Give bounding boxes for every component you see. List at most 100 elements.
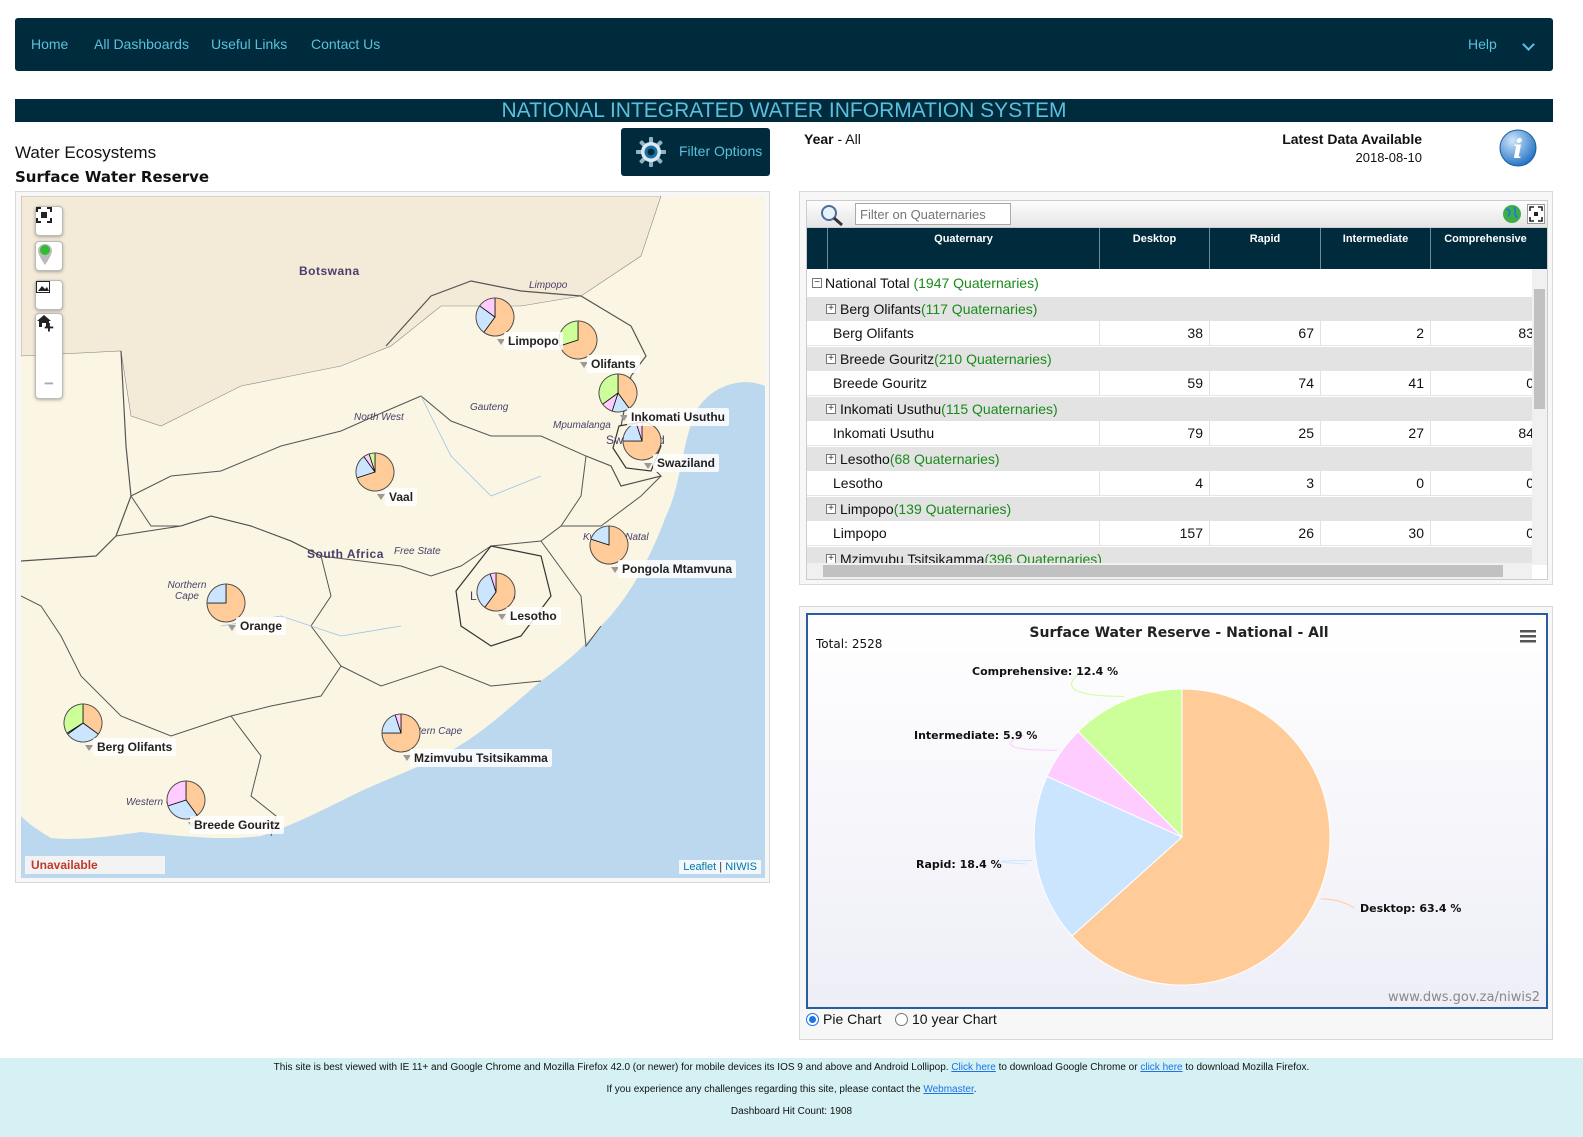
map-marker-label[interactable]: Olifants: [587, 355, 640, 373]
year-value: - All: [837, 131, 861, 147]
map-pie-marker[interactable]: [589, 525, 629, 573]
zoom-in-button[interactable]: +: [44, 318, 54, 337]
map-pie-marker[interactable]: [381, 713, 421, 761]
column-header[interactable]: Intermediate: [1320, 228, 1430, 269]
map-marker-label[interactable]: Inkomati Usuthu: [627, 408, 730, 426]
group-count: (1947 Quaternaries): [913, 275, 1039, 291]
search-icon: [821, 205, 843, 227]
province-label: Northern Cape: [167, 580, 207, 602]
map-pie-outline: [166, 780, 206, 820]
map-locate-control[interactable]: [35, 241, 63, 271]
radio-icon[interactable]: [895, 1012, 908, 1026]
map-marker-label[interactable]: Vaal: [385, 488, 418, 506]
hamburger-menu-icon[interactable]: [1520, 629, 1536, 643]
expand-icon[interactable]: +: [826, 504, 836, 514]
niwis-link[interactable]: NIWIS: [725, 861, 757, 873]
nav-useful-links[interactable]: Useful Links: [211, 36, 288, 52]
expand-icon[interactable]: +: [826, 304, 836, 314]
table-row[interactable]: Lesotho 4 3 0 0: [807, 471, 1534, 496]
group-row[interactable]: + Mzimvubu Tsitsikamma(396 Quaternaries): [807, 546, 1532, 564]
group-label: Inkomati Usuthu(115 Quaternaries): [840, 401, 1058, 417]
pie-chart-option[interactable]: Pie Chart: [806, 1011, 881, 1027]
scrollbar-thumb[interactable]: [823, 565, 1503, 577]
province-label: Eastern Cape: [401, 726, 463, 737]
map-pin-icon[interactable]: [36, 242, 62, 270]
group-row[interactable]: + Lesotho(68 Quaternaries): [807, 446, 1532, 471]
table-row[interactable]: Limpopo 157 26 30 0: [807, 521, 1534, 546]
chrome-download-link[interactable]: Click here: [951, 1062, 996, 1073]
fullscreen-icon[interactable]: [1527, 204, 1545, 224]
group-row[interactable]: + Limpopo(139 Quaternaries): [807, 496, 1532, 521]
firefox-download-link[interactable]: click here: [1140, 1062, 1183, 1073]
image-icon[interactable]: [36, 281, 62, 309]
map-zoom-control: + −: [35, 313, 63, 399]
map-pie-marker[interactable]: [598, 373, 638, 421]
ten-year-chart-option[interactable]: 10 year Chart: [895, 1011, 997, 1027]
map-pie-marker[interactable]: [206, 583, 246, 631]
group-row[interactable]: + Inkomati Usuthu(115 Quaternaries): [807, 396, 1532, 421]
pie-slice-rapid[interactable]: [1033, 775, 1183, 937]
pie-chart: Surface Water Reserve - National - All T…: [806, 613, 1548, 1009]
nav-home[interactable]: Home: [31, 36, 69, 52]
home-icon: [37, 315, 51, 327]
table-row[interactable]: Breede Gouritz 59 74 41 0: [807, 371, 1534, 396]
expand-icon[interactable]: +: [826, 354, 836, 364]
globe-export-icon[interactable]: [1502, 204, 1522, 224]
grid-toolbar: [807, 201, 1547, 228]
map-image-control[interactable]: [35, 280, 63, 310]
webmaster-link[interactable]: Webmaster: [923, 1084, 974, 1095]
map-pie-marker[interactable]: [476, 572, 516, 620]
map-marker-label[interactable]: Pongola Mtamvuna: [618, 560, 737, 578]
expand-icon[interactable]: +: [826, 404, 836, 414]
pie-slice-comprehensive[interactable]: [1077, 688, 1183, 839]
info-icon[interactable]: i: [1498, 128, 1538, 168]
map-marker-label[interactable]: Mzimvubu Tsitsikamma: [410, 749, 552, 767]
map-marker-label[interactable]: Breede Gouritz: [190, 816, 285, 834]
map-pie-marker[interactable]: [166, 780, 206, 828]
group-row[interactable]: + Berg Olifants(117 Quaternaries): [807, 296, 1532, 321]
expand-icon[interactable]: +: [826, 454, 836, 464]
map-fullscreen-control[interactable]: [35, 206, 63, 236]
radio-selected-icon[interactable]: [806, 1012, 819, 1026]
cell-intermediate: 27: [1320, 421, 1430, 446]
filter-options-button[interactable]: Filter Options: [621, 128, 770, 176]
nav-all-dashboards[interactable]: All Dashboards: [94, 36, 189, 52]
column-header[interactable]: Desktop: [1099, 228, 1209, 269]
nav-help[interactable]: Help: [1468, 36, 1497, 52]
map-marker-label[interactable]: Orange: [236, 617, 287, 635]
map-marker-label[interactable]: Berg Olifants: [93, 738, 177, 756]
cell-intermediate: 0: [1320, 471, 1430, 496]
province-label: Western Cape: [126, 797, 190, 808]
group-row[interactable]: + Breede Gouritz(210 Quaternaries): [807, 346, 1532, 371]
map-pie-marker[interactable]: [355, 452, 395, 500]
pie-slice-desktop[interactable]: [1071, 688, 1331, 986]
table-row[interactable]: Berg Olifants 38 67 2 83: [807, 321, 1534, 346]
scrollbar-thumb[interactable]: [1534, 289, 1545, 409]
column-header[interactable]: Comprehensive: [1430, 228, 1540, 269]
table-row[interactable]: Inkomati Usuthu 79 25 27 84: [807, 421, 1534, 446]
zoom-out-button[interactable]: −: [44, 374, 54, 393]
map-pie-marker[interactable]: [63, 703, 103, 751]
collapse-icon[interactable]: −: [812, 278, 822, 288]
map-marker-label[interactable]: Lesotho: [506, 607, 561, 625]
column-header[interactable]: Quaternary: [827, 228, 1099, 269]
chevron-down-icon[interactable]: [1522, 38, 1535, 51]
leaflet-link[interactable]: Leaflet: [683, 861, 717, 873]
map-marker-label[interactable]: Swaziland: [653, 454, 720, 472]
map-pie-marker[interactable]: [475, 297, 515, 345]
quaternary-search-input[interactable]: [855, 203, 1011, 225]
column-header[interactable]: Rapid: [1209, 228, 1320, 269]
chart-credit: www.dws.gov.za/niwis2: [1388, 990, 1540, 1005]
map-pie-outline: [63, 703, 103, 743]
cell-rapid: 26: [1209, 521, 1320, 546]
home-button[interactable]: [36, 315, 62, 370]
year-label: Year: [804, 131, 834, 147]
nav-contact-us[interactable]: Contact Us: [311, 36, 381, 52]
horizontal-scrollbar[interactable]: [807, 563, 1532, 579]
map-canvas[interactable]: Botswana South Africa Lesotho Swaziland …: [21, 196, 765, 878]
vertical-scrollbar[interactable]: [1532, 269, 1547, 565]
fullscreen-icon[interactable]: [36, 207, 62, 235]
map-marker-label[interactable]: Limpopo: [504, 332, 563, 350]
national-total-row[interactable]: − National Total (1947 Quaternaries): [807, 271, 1532, 296]
svg-text:i: i: [1513, 135, 1523, 165]
